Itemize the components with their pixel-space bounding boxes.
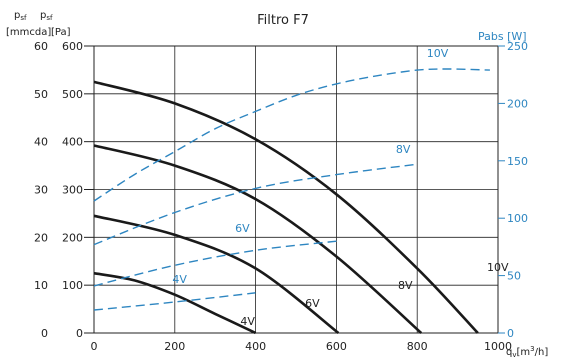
pressure-curve-8V — [93, 144, 423, 334]
y-right-tick-label: 200 — [507, 97, 528, 110]
power-curve-label: 6V — [235, 222, 250, 235]
y-axis-right-ticks: 0 50 100 150 200 250 — [498, 40, 528, 340]
y-right-tick-label: 0 — [507, 327, 514, 340]
pressure-curve-6V — [93, 214, 340, 335]
x-axis-ticks: 0 200 400 600 800 1000 — [91, 340, 513, 353]
power-curve-4V — [93, 292, 256, 311]
y-tick-label-pa: 100 — [62, 279, 83, 292]
pressure-curves — [93, 80, 479, 335]
x-tick-label: 1000 — [484, 340, 512, 353]
y-axis-left-ticks: 0 0 100 10 200 20 300 30 400 40 500 50 600 60 — [34, 40, 94, 340]
power-curve-8V — [93, 163, 418, 246]
pressure-curve-label: 4V — [240, 315, 255, 328]
pressure-curve-label: 6V — [305, 297, 320, 310]
pressure-curve-10V — [93, 80, 479, 334]
x-axis-label: qv[m3/h] — [506, 345, 548, 358]
y-tick-label-mmcda: 10 — [34, 279, 48, 292]
y-tick-label-mmcda: 0 — [41, 327, 48, 340]
power-curve-label: 8V — [396, 143, 411, 156]
y-axis-label-mmcda-symbol: psf — [14, 10, 27, 22]
pressure-curve-4V — [93, 271, 257, 335]
y-right-tick-label: 100 — [507, 212, 528, 225]
y-axis-unit-mmcda: [mmcda] — [6, 27, 51, 38]
y-tick-label-pa: 200 — [62, 231, 83, 244]
series-labels: 10V 8V 6V 4V 10V 8V 6V 4V — [172, 47, 509, 328]
y-tick-label-mmcda: 50 — [34, 88, 48, 101]
power-curves — [93, 68, 490, 311]
y-right-tick-label: 250 — [507, 40, 528, 53]
x-tick-label: 600 — [326, 340, 347, 353]
y-tick-label-mmcda: 40 — [34, 136, 48, 149]
y-axis-label-right: Pabs [W] — [478, 30, 527, 43]
y-tick-label-mmcda: 30 — [34, 184, 48, 197]
y-tick-label-pa: 300 — [62, 184, 83, 197]
y-axis-label-pa-symbol: psf — [40, 10, 53, 22]
x-tick-label: 200 — [164, 340, 185, 353]
power-curve-6V — [93, 240, 337, 287]
y-right-tick-label: 150 — [507, 155, 528, 168]
y-tick-label-pa: 400 — [62, 136, 83, 149]
chart-title: Filtro F7 — [257, 13, 309, 28]
y-tick-label-mmcda: 60 — [34, 40, 48, 53]
y-axis-unit-pa: [Pa] — [51, 27, 71, 38]
x-tick-label: 400 — [245, 340, 266, 353]
y-tick-label-pa: 500 — [62, 88, 83, 101]
x-tick-label: 800 — [407, 340, 428, 353]
y-right-tick-label: 50 — [507, 270, 521, 283]
grid — [93, 45, 499, 334]
power-curve-10V — [93, 68, 490, 202]
power-curve-label: 10V — [427, 47, 449, 60]
y-tick-label-mmcda: 20 — [34, 231, 48, 244]
power-curve-label: 4V — [172, 273, 187, 286]
y-tick-label-pa: 0 — [76, 327, 83, 340]
y-tick-label-pa: 600 — [62, 40, 83, 53]
x-tick-label: 0 — [91, 340, 98, 353]
pressure-curve-label: 10V — [487, 261, 509, 274]
pressure-curve-label: 8V — [398, 279, 413, 292]
